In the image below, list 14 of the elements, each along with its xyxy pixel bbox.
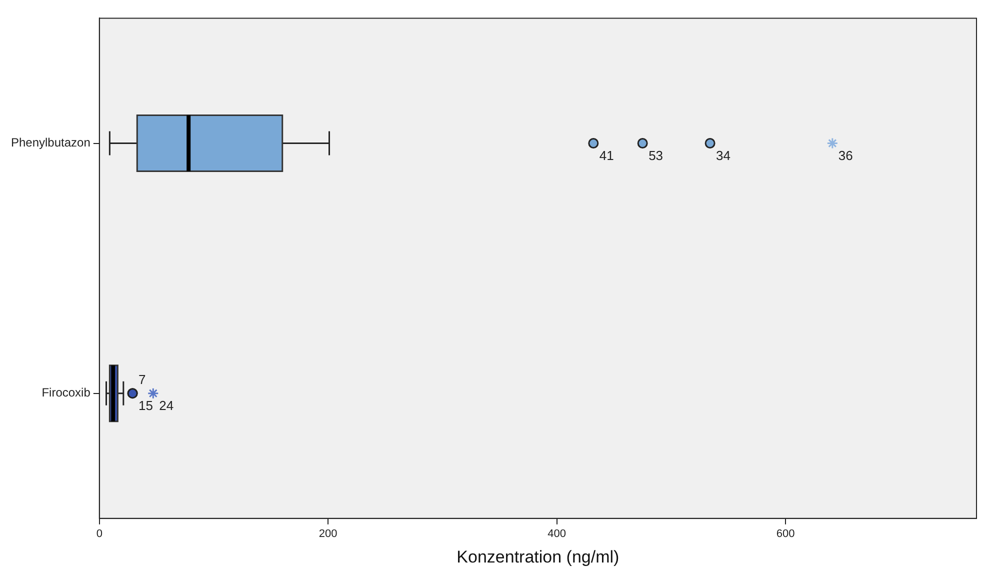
annotation: 41 [599, 148, 614, 163]
x-tick-label: 0 [96, 528, 102, 540]
y-tick-label: Phenylbutazon [10, 136, 90, 150]
y-tick-label: Firocoxib [42, 386, 91, 400]
x-tick-label: 200 [318, 528, 338, 540]
annotation: 7 [138, 372, 146, 387]
x-tick-label: 400 [548, 528, 566, 540]
x-tick-label: 600 [776, 528, 795, 540]
annotation: 36 [838, 148, 853, 163]
annotation: 15 [138, 398, 154, 413]
annotation: 53 [648, 148, 664, 163]
annotation: 34 [716, 148, 731, 163]
x-axis-title: Konzentration (ng/ml) [456, 547, 620, 566]
annotation: 24 [159, 398, 174, 413]
